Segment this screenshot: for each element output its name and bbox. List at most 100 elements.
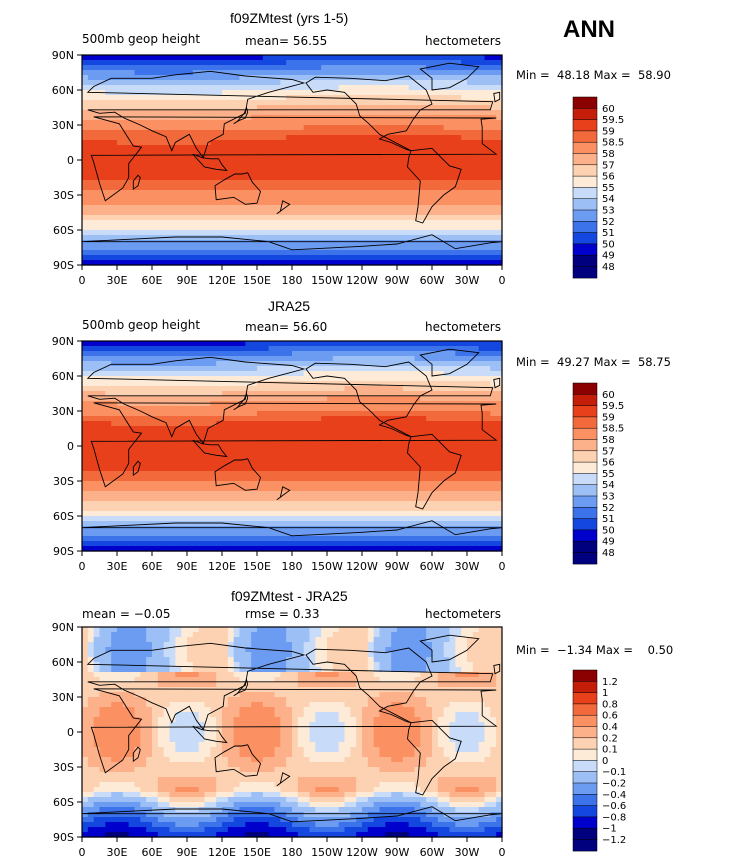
map-cell bbox=[157, 55, 165, 61]
map-cell bbox=[157, 366, 165, 372]
map-cell bbox=[408, 65, 416, 71]
map-cell bbox=[227, 150, 235, 156]
map-cell bbox=[233, 140, 241, 146]
map-cell bbox=[204, 80, 211, 86]
map-cell bbox=[461, 240, 468, 246]
map-cell bbox=[344, 346, 351, 352]
map-cell bbox=[128, 195, 136, 201]
map-cell bbox=[426, 130, 433, 136]
map-cell bbox=[140, 125, 147, 131]
map-cell bbox=[122, 200, 130, 206]
map-cell bbox=[187, 195, 194, 201]
map-cell bbox=[280, 80, 287, 86]
map-cell bbox=[420, 90, 427, 96]
map-cell bbox=[350, 376, 357, 382]
map-cell bbox=[484, 235, 491, 241]
map-cell bbox=[385, 135, 392, 141]
map-cell bbox=[321, 100, 328, 106]
map-cell bbox=[268, 401, 276, 407]
map-cell bbox=[309, 431, 316, 437]
map-cell bbox=[461, 386, 468, 392]
map-cell bbox=[105, 185, 112, 191]
map-cell bbox=[397, 230, 404, 236]
map-cell bbox=[274, 361, 281, 367]
map-cell bbox=[420, 441, 427, 447]
map-cell bbox=[274, 396, 281, 402]
map-cell bbox=[187, 351, 194, 357]
map-cell bbox=[338, 466, 346, 472]
map-cell bbox=[140, 75, 147, 81]
map-cell bbox=[157, 361, 165, 367]
map-cell bbox=[187, 456, 194, 462]
map-cell bbox=[362, 70, 369, 76]
map-cell bbox=[192, 170, 200, 176]
map-cell bbox=[280, 55, 287, 61]
map-cell bbox=[350, 130, 357, 136]
map-cell bbox=[233, 130, 241, 136]
map-cell bbox=[315, 416, 322, 422]
map-cell bbox=[484, 421, 491, 427]
map-cell bbox=[152, 230, 159, 236]
map-cell bbox=[379, 381, 386, 387]
map-cell bbox=[210, 160, 217, 166]
map-cell bbox=[251, 215, 258, 221]
map-cell bbox=[397, 446, 404, 452]
map-cell bbox=[373, 165, 381, 171]
map-cell bbox=[87, 115, 95, 121]
map-cell bbox=[490, 75, 497, 81]
map-cell bbox=[99, 195, 106, 201]
map-cell bbox=[181, 456, 188, 462]
map-cell bbox=[338, 371, 346, 377]
map-cell bbox=[210, 220, 217, 226]
map-cell bbox=[321, 205, 328, 211]
map-cell bbox=[93, 240, 101, 246]
map-cell bbox=[367, 255, 375, 261]
map-cell bbox=[175, 401, 182, 407]
map-cell bbox=[338, 376, 346, 382]
map-cell bbox=[332, 145, 340, 151]
map-cell bbox=[402, 436, 410, 442]
map-cell bbox=[472, 120, 480, 126]
map-cell bbox=[367, 391, 375, 397]
map-cell bbox=[140, 441, 147, 447]
map-cell bbox=[87, 250, 95, 256]
map-cell bbox=[397, 135, 404, 141]
map-cell bbox=[332, 431, 340, 437]
map-cell bbox=[169, 416, 176, 422]
map-cell bbox=[379, 95, 386, 101]
map-cell bbox=[367, 431, 375, 437]
map-cell bbox=[367, 155, 375, 161]
map-cell bbox=[134, 341, 141, 347]
map-cell bbox=[402, 230, 410, 236]
map-cell bbox=[420, 65, 427, 71]
map-cell bbox=[292, 65, 299, 71]
map-cell bbox=[233, 250, 241, 256]
map-cell bbox=[105, 170, 112, 176]
map-cell bbox=[192, 351, 200, 357]
map-cell bbox=[455, 391, 462, 397]
map-cell bbox=[496, 426, 503, 432]
map-cell bbox=[367, 376, 375, 382]
map-cell bbox=[332, 150, 340, 156]
map-cell bbox=[117, 456, 124, 462]
map-cell bbox=[117, 165, 124, 171]
map-cell bbox=[472, 406, 480, 412]
map-cell bbox=[146, 100, 153, 106]
map-cell bbox=[128, 150, 136, 156]
map-cell bbox=[350, 125, 357, 131]
map-cell bbox=[169, 366, 176, 372]
map-cell bbox=[449, 90, 456, 96]
map-cell bbox=[210, 75, 217, 81]
map-cell bbox=[437, 75, 445, 81]
map-cell bbox=[175, 215, 182, 221]
map-cell bbox=[262, 140, 270, 146]
map-cell bbox=[309, 160, 316, 166]
map-cell bbox=[245, 180, 252, 186]
map-cell bbox=[210, 381, 217, 387]
map-cell bbox=[117, 351, 124, 357]
map-cell bbox=[105, 431, 112, 437]
map-cell bbox=[274, 461, 281, 467]
map-cell bbox=[356, 240, 363, 246]
map-cell bbox=[426, 260, 433, 266]
map-cell bbox=[297, 436, 305, 442]
